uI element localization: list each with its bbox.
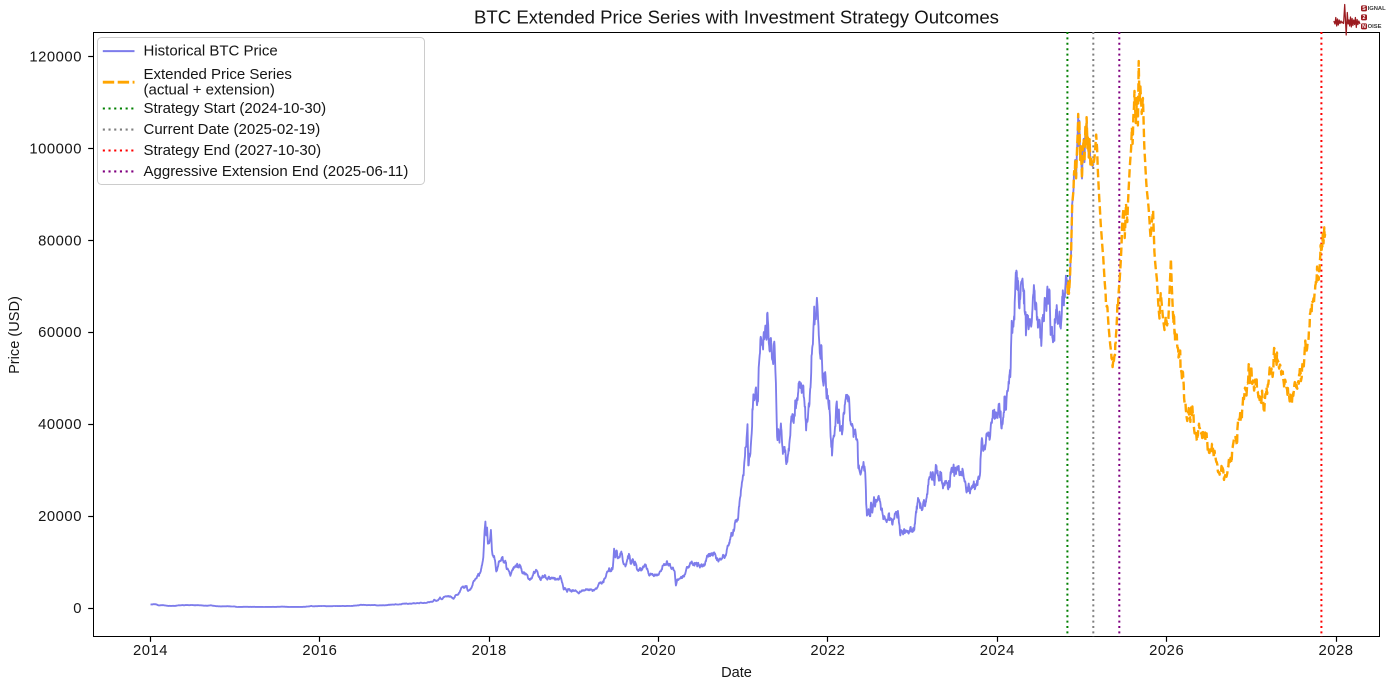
svg-text:2: 2 bbox=[1363, 15, 1366, 21]
svg-text:Current Date (2025-02-19): Current Date (2025-02-19) bbox=[144, 121, 321, 138]
svg-text:20000: 20000 bbox=[38, 509, 82, 525]
svg-text:0: 0 bbox=[73, 601, 82, 617]
svg-text:BTC Extended Price Series with: BTC Extended Price Series with Investmen… bbox=[474, 7, 999, 28]
svg-text:2026: 2026 bbox=[1149, 643, 1184, 659]
svg-text:OISE: OISE bbox=[1368, 24, 1382, 30]
svg-text:IGNAL: IGNAL bbox=[1368, 6, 1386, 12]
svg-text:80000: 80000 bbox=[38, 233, 82, 249]
svg-text:2018: 2018 bbox=[472, 643, 507, 659]
svg-text:N: N bbox=[1362, 24, 1366, 30]
svg-text:120000: 120000 bbox=[29, 50, 82, 66]
svg-text:Extended Price Series: Extended Price Series bbox=[144, 66, 292, 83]
svg-text:2016: 2016 bbox=[302, 643, 337, 659]
svg-text:2028: 2028 bbox=[1318, 643, 1353, 659]
svg-text:2022: 2022 bbox=[810, 643, 845, 659]
svg-text:Date: Date bbox=[721, 665, 752, 681]
svg-text:100000: 100000 bbox=[29, 141, 82, 157]
svg-text:Price (USD): Price (USD) bbox=[7, 296, 23, 374]
svg-text:Aggressive Extension End (2025: Aggressive Extension End (2025-06-11) bbox=[144, 163, 409, 180]
svg-text:Strategy End (2027-10-30): Strategy End (2027-10-30) bbox=[144, 142, 322, 159]
svg-text:2014: 2014 bbox=[133, 643, 168, 659]
svg-text:S: S bbox=[1362, 6, 1366, 12]
svg-text:2024: 2024 bbox=[980, 643, 1015, 659]
svg-text:Historical BTC Price: Historical BTC Price bbox=[144, 43, 278, 60]
svg-text:40000: 40000 bbox=[38, 417, 82, 433]
svg-text:2020: 2020 bbox=[641, 643, 676, 659]
svg-text:(actual + extension): (actual + extension) bbox=[144, 81, 275, 98]
svg-text:60000: 60000 bbox=[38, 325, 82, 341]
svg-text:Strategy Start (2024-10-30): Strategy Start (2024-10-30) bbox=[144, 100, 327, 117]
